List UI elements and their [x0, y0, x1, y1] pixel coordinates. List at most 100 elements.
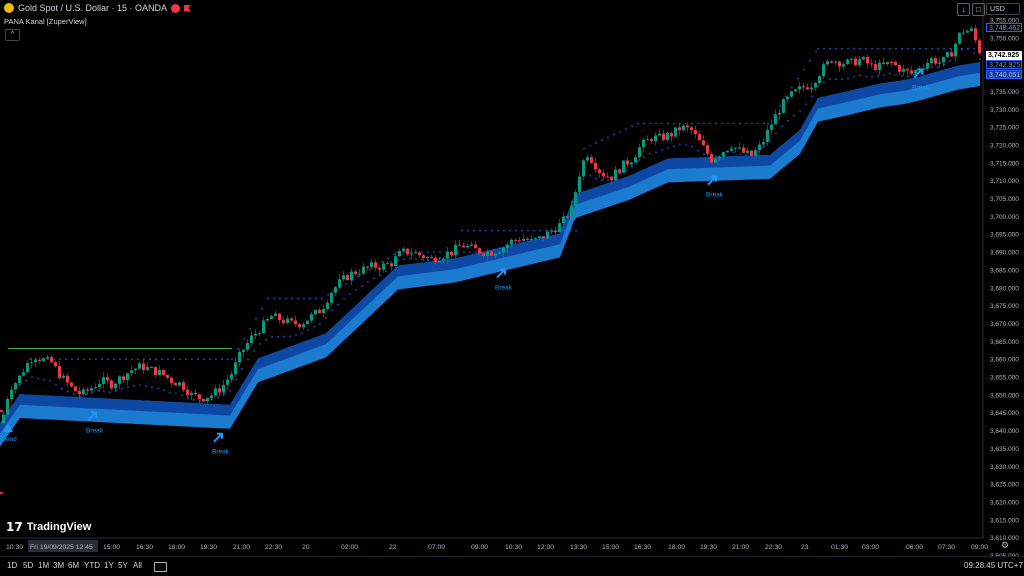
candle-body [506, 244, 509, 248]
support-dot [883, 74, 885, 76]
timeframe-1d[interactable]: 1D [7, 561, 18, 570]
candle-body [746, 150, 749, 153]
support-dot [55, 384, 57, 386]
candle-body [886, 61, 889, 65]
candle-body [10, 389, 13, 399]
price-axis-label: 3,720.000 [990, 142, 1019, 149]
candle-body [950, 52, 953, 57]
support-dot [871, 76, 873, 78]
indicator-legend[interactable]: PANA Kanal [ZuperView] [4, 17, 87, 26]
candle-body [422, 255, 425, 259]
support-dot [337, 303, 339, 306]
timeframe-5y[interactable]: 5Y [118, 561, 128, 570]
break-arrow-icon [913, 68, 923, 79]
candle-body [706, 145, 709, 154]
resistance-dot [131, 358, 133, 360]
maximize-button[interactable]: □ [972, 3, 985, 16]
candle-body [790, 91, 793, 97]
candle-body [794, 89, 797, 92]
candle-body [798, 86, 801, 90]
candle-body [838, 61, 841, 67]
support-dot [67, 390, 69, 393]
time-axis-label: 03:00 [862, 544, 879, 551]
candle-body [462, 245, 465, 248]
candle-body [942, 56, 945, 63]
resistance-dot [503, 229, 505, 232]
candle-body [966, 30, 969, 33]
timeframe-all[interactable]: All [133, 561, 142, 570]
resistance-dot [907, 47, 909, 50]
price-axis-label: 3,690.000 [990, 250, 1019, 257]
clock[interactable]: 09:28:45 UTC+7 [964, 561, 1023, 570]
candle-body [374, 262, 377, 268]
support-dot [889, 72, 891, 75]
candle-body [898, 65, 901, 72]
timeframe-1y[interactable]: 1Y [104, 561, 114, 570]
candle-body [442, 258, 445, 261]
support-dot [145, 385, 147, 387]
candle-body [750, 150, 753, 156]
candle-body [878, 62, 881, 70]
candle-body [90, 388, 93, 391]
timeframe-ytd[interactable]: YTD [84, 561, 100, 570]
support-dot [307, 329, 309, 331]
market-status-icon[interactable] [171, 3, 181, 13]
support-dot [349, 293, 351, 295]
candle-body [106, 377, 109, 381]
resistance-dot [847, 47, 849, 50]
resistance-dot [515, 229, 517, 232]
timeframe-3m[interactable]: 3M [53, 561, 65, 570]
collapse-legend-button[interactable]: ^ [5, 29, 20, 41]
time-axis-label: 15:00 [103, 544, 120, 551]
resistance-dot [421, 251, 423, 253]
candle-body [974, 28, 977, 41]
support-dot [865, 75, 867, 78]
resistance-dot [919, 47, 921, 50]
resistance-dot [461, 229, 463, 232]
candle-body [850, 58, 853, 60]
candle-body [586, 157, 589, 161]
chart-settings-icon[interactable]: ⚙ [1001, 540, 1010, 550]
candle-body [634, 157, 637, 163]
candle-body [694, 130, 697, 135]
resistance-dot [243, 338, 245, 340]
support-dot [103, 390, 105, 392]
time-axis-label: 02:00 [341, 544, 358, 551]
price-chart[interactable]: BreakBreakBreakBreakBreakTrend3,755.0003… [0, 0, 1024, 556]
tradingview-logo[interactable]: 17 TradingView [6, 520, 91, 534]
resistance-dot [853, 47, 855, 50]
candle-body [642, 139, 645, 148]
candle-body [494, 253, 497, 256]
timeframe-1m[interactable]: 1M [38, 561, 50, 570]
candle-body [170, 377, 173, 383]
flag-icon[interactable] [184, 4, 192, 12]
support-dot [295, 334, 297, 336]
resistance-dot [937, 47, 939, 50]
scroll-to-latest-button[interactable]: ↓ [957, 3, 970, 16]
symbol-title[interactable]: Gold Spot / U.S. Dollar · 15 · OANDA [18, 3, 168, 13]
currency-selector[interactable]: USD [986, 3, 1020, 15]
resistance-dot [895, 47, 897, 50]
candle-body [258, 333, 261, 335]
candle-body [294, 320, 297, 325]
candle-body [6, 398, 9, 415]
candle-body [22, 372, 25, 376]
candle-body [598, 169, 601, 173]
candle-body [762, 141, 765, 145]
support-dot [397, 259, 399, 262]
calendar-range-icon[interactable] [154, 562, 167, 572]
candle-body [166, 374, 169, 378]
candle-body [930, 58, 933, 63]
candle-body [266, 319, 269, 321]
support-dot [187, 397, 189, 400]
candle-body [538, 236, 541, 238]
timeframe-5d[interactable]: 5D [23, 561, 34, 570]
candle-body [282, 320, 285, 323]
support-dot [241, 368, 243, 370]
left-edge-marker [0, 410, 3, 412]
resistance-dot [739, 122, 741, 125]
timeframe-6m[interactable]: 6M [68, 561, 80, 570]
support-dot [625, 169, 627, 172]
resistance-dot [149, 358, 151, 360]
support-dot [931, 66, 933, 68]
